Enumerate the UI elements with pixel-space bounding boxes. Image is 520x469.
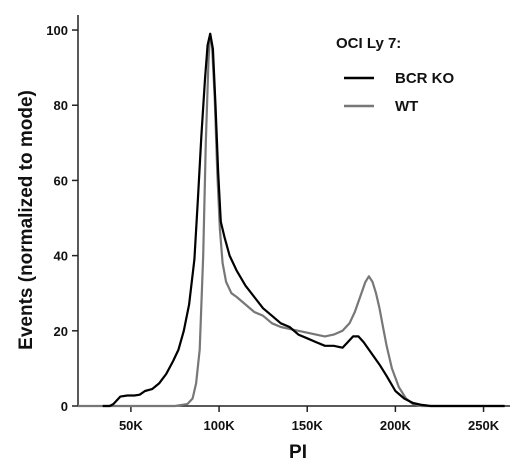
x-axis-title: PI: [289, 442, 307, 463]
y-tick-label: 100: [46, 23, 68, 38]
x-tick-label: 50K: [119, 418, 143, 433]
y-tick-label: 40: [54, 249, 68, 264]
series-line-bcr-ko: [102, 32, 505, 408]
legend-label-wt: WT: [395, 98, 418, 115]
y-tick-label: 20: [54, 324, 68, 339]
y-axis-title: Events (normalized to mode): [16, 90, 37, 350]
x-tick-label: 100K: [204, 418, 236, 433]
x-tick-label: 200K: [380, 418, 412, 433]
x-ticks: 50K 100K 150K 200K 250K: [119, 406, 500, 433]
legend-label-bcr-ko: BCR KO: [395, 70, 454, 87]
legend-title: OCI Ly 7:: [336, 35, 401, 52]
y-ticks: 0 20 40 60 80 100: [46, 23, 78, 414]
legend: OCI Ly 7: BCR KO WT: [336, 35, 454, 115]
x-tick-label: 250K: [468, 418, 500, 433]
series-layer: [78, 32, 505, 408]
series-line-wt: [78, 32, 505, 408]
y-tick-label: 60: [54, 173, 68, 188]
plot-area: 50K 100K 150K 200K 250K 0 20 40 60 80 100: [46, 15, 510, 433]
x-tick-label: 150K: [292, 418, 324, 433]
y-tick-label: 80: [54, 98, 68, 113]
y-tick-label: 0: [61, 399, 68, 414]
